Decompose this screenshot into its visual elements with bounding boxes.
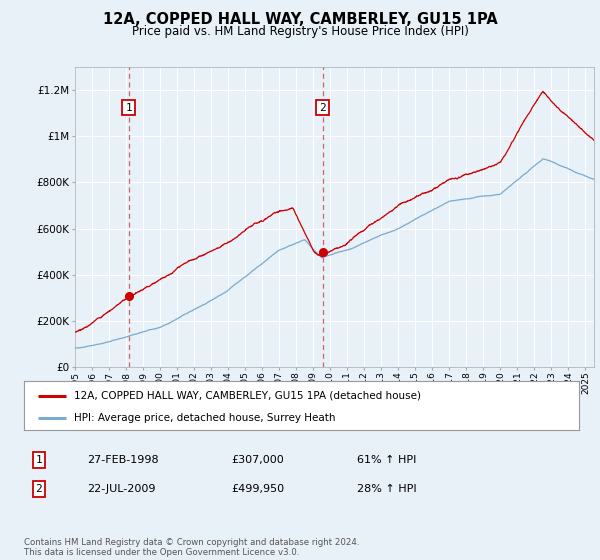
Text: 1: 1 bbox=[125, 102, 132, 113]
Text: 2: 2 bbox=[319, 102, 326, 113]
Text: 1: 1 bbox=[35, 455, 43, 465]
Text: Price paid vs. HM Land Registry's House Price Index (HPI): Price paid vs. HM Land Registry's House … bbox=[131, 25, 469, 38]
Text: £499,950: £499,950 bbox=[231, 484, 284, 494]
Text: 61% ↑ HPI: 61% ↑ HPI bbox=[357, 455, 416, 465]
Text: £307,000: £307,000 bbox=[231, 455, 284, 465]
Text: 2: 2 bbox=[35, 484, 43, 494]
Text: 12A, COPPED HALL WAY, CAMBERLEY, GU15 1PA: 12A, COPPED HALL WAY, CAMBERLEY, GU15 1P… bbox=[103, 12, 497, 27]
Text: 22-JUL-2009: 22-JUL-2009 bbox=[87, 484, 155, 494]
Text: 28% ↑ HPI: 28% ↑ HPI bbox=[357, 484, 416, 494]
Text: Contains HM Land Registry data © Crown copyright and database right 2024.
This d: Contains HM Land Registry data © Crown c… bbox=[24, 538, 359, 557]
Text: 27-FEB-1998: 27-FEB-1998 bbox=[87, 455, 158, 465]
Text: 12A, COPPED HALL WAY, CAMBERLEY, GU15 1PA (detached house): 12A, COPPED HALL WAY, CAMBERLEY, GU15 1P… bbox=[74, 390, 421, 400]
Text: HPI: Average price, detached house, Surrey Heath: HPI: Average price, detached house, Surr… bbox=[74, 413, 335, 423]
